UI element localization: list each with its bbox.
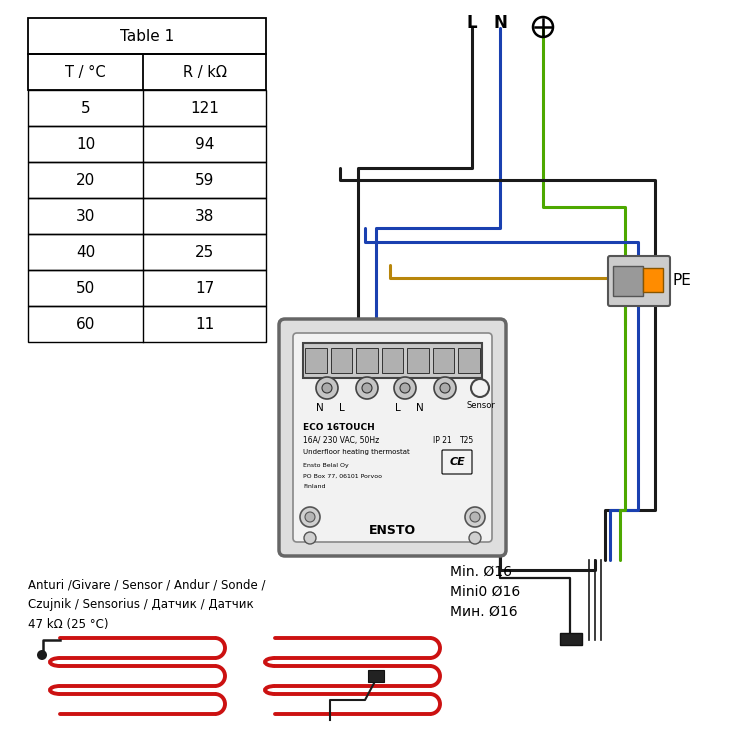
Text: L: L xyxy=(467,14,477,32)
Circle shape xyxy=(304,532,316,544)
Text: 17: 17 xyxy=(195,280,214,295)
FancyBboxPatch shape xyxy=(279,319,506,556)
Text: T / °C: T / °C xyxy=(65,64,106,79)
Bar xyxy=(28,54,266,90)
Text: CE: CE xyxy=(449,457,465,467)
Text: 5: 5 xyxy=(81,101,90,115)
Text: 16A/ 230 VAC, 50Hz: 16A/ 230 VAC, 50Hz xyxy=(303,436,379,445)
Text: 40: 40 xyxy=(76,244,95,260)
Circle shape xyxy=(440,383,450,393)
Text: 20: 20 xyxy=(76,172,95,187)
Text: T25: T25 xyxy=(460,436,474,445)
Text: 38: 38 xyxy=(195,209,214,223)
Bar xyxy=(28,18,266,54)
Bar xyxy=(433,348,454,373)
Bar xyxy=(28,126,266,162)
Text: Min. Ø16: Min. Ø16 xyxy=(450,565,512,579)
Text: Underfloor heating thermostat: Underfloor heating thermostat xyxy=(303,449,410,455)
Text: 11: 11 xyxy=(195,317,214,332)
Bar xyxy=(459,348,480,373)
Text: Anturi /Givare / Sensor / Andur / Sonde /
Czujnik / Sensorius / Датчик / Датчик
: Anturi /Givare / Sensor / Andur / Sonde … xyxy=(28,578,266,631)
Text: 94: 94 xyxy=(195,136,214,152)
Text: Table 1: Table 1 xyxy=(120,29,174,44)
Text: 60: 60 xyxy=(76,317,95,332)
Circle shape xyxy=(322,383,332,393)
Text: PO Box 77, 06101 Porvoo: PO Box 77, 06101 Porvoo xyxy=(303,474,382,479)
Text: Мин. Ø16: Мин. Ø16 xyxy=(450,605,517,619)
Bar xyxy=(356,348,378,373)
Text: L: L xyxy=(339,403,345,413)
Text: 25: 25 xyxy=(195,244,214,260)
Text: R / kΩ: R / kΩ xyxy=(183,64,226,79)
Text: 10: 10 xyxy=(76,136,95,152)
Bar xyxy=(368,670,384,682)
Text: Sensor: Sensor xyxy=(467,400,495,409)
Bar xyxy=(305,348,327,373)
Circle shape xyxy=(400,383,410,393)
Bar xyxy=(330,348,352,373)
Circle shape xyxy=(37,650,47,660)
Bar xyxy=(643,268,663,292)
Text: Ensto Belal Oy: Ensto Belal Oy xyxy=(303,462,349,468)
FancyBboxPatch shape xyxy=(293,333,492,542)
Text: ENSTO: ENSTO xyxy=(369,523,416,536)
Bar xyxy=(560,633,582,645)
Bar xyxy=(28,270,266,306)
Text: ECO 16TOUCH: ECO 16TOUCH xyxy=(303,423,375,431)
Text: Minі0 Ø16: Minі0 Ø16 xyxy=(450,585,520,599)
Circle shape xyxy=(394,377,416,399)
Circle shape xyxy=(300,507,320,527)
Bar xyxy=(28,90,266,126)
Bar xyxy=(28,198,266,234)
Circle shape xyxy=(356,377,378,399)
Text: 50: 50 xyxy=(76,280,95,295)
Text: PE: PE xyxy=(673,272,692,288)
Circle shape xyxy=(434,377,456,399)
Text: IP 21: IP 21 xyxy=(433,436,451,445)
Text: N: N xyxy=(316,403,324,413)
Bar xyxy=(382,348,403,373)
Text: N: N xyxy=(493,14,507,32)
Text: Finland: Finland xyxy=(303,483,325,488)
FancyBboxPatch shape xyxy=(608,256,670,306)
Circle shape xyxy=(470,512,480,522)
Bar xyxy=(28,234,266,270)
Text: 30: 30 xyxy=(76,209,95,223)
Bar xyxy=(28,306,266,342)
Circle shape xyxy=(465,507,485,527)
Text: N: N xyxy=(416,403,424,413)
Text: 121: 121 xyxy=(190,101,219,115)
Circle shape xyxy=(305,512,315,522)
Circle shape xyxy=(469,532,481,544)
Text: L: L xyxy=(395,403,401,413)
Circle shape xyxy=(316,377,338,399)
Bar xyxy=(613,266,643,296)
Bar xyxy=(28,162,266,198)
Circle shape xyxy=(362,383,372,393)
Text: 59: 59 xyxy=(195,172,214,187)
Bar xyxy=(303,343,482,378)
Bar xyxy=(407,348,429,373)
